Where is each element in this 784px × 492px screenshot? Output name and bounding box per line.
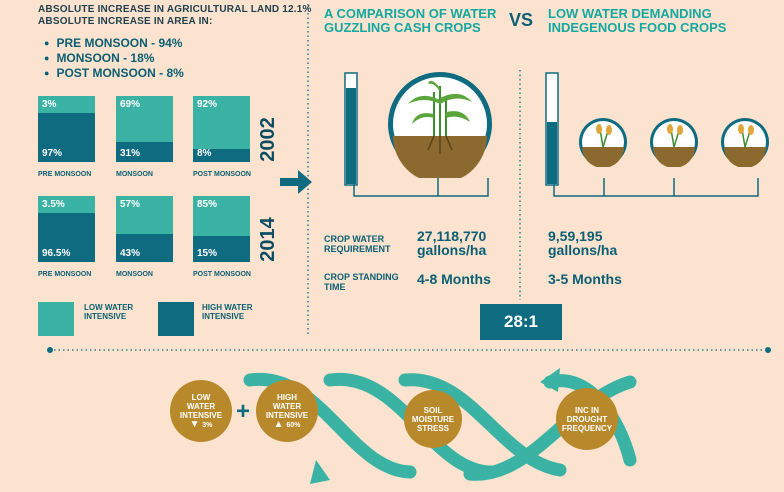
food-crop-bracket (553, 178, 759, 197)
food-req-value: 9,59,195 (548, 228, 603, 244)
bullet-post-monsoon: POST MONSOON - 8% (44, 66, 183, 80)
area-increase-heading: ABSOLUTE INCREASE IN AREA IN: (38, 16, 213, 27)
c4-l1: INC IN (575, 405, 599, 415)
low-intensive-circle: LOW WATER INTENSIVE ▼ 3% (170, 380, 232, 442)
grain-crop-icon (579, 118, 627, 167)
c3-l1: SOIL (423, 405, 443, 415)
box-low-part (193, 196, 250, 236)
c1-l1: LOW (191, 392, 211, 402)
legend-low-swatch (38, 302, 74, 336)
box-2014-pre-monsoon: 3.5% 96.5% (38, 196, 95, 262)
c3-l3: STRESS (416, 423, 449, 433)
arrow-up-icon: ▲ 60% (273, 418, 301, 430)
arrow-right-icon (280, 170, 312, 194)
box-2014-post-monsoon: 85% 15% (193, 196, 250, 262)
dotted-divider-horizontal (47, 347, 771, 353)
box-low-part (116, 196, 173, 234)
dotted-divider-mid (519, 70, 521, 300)
cash-req-unit: gallons/ha (417, 242, 487, 258)
box-bottom-value: 43% (120, 248, 141, 259)
box-2002-post-monsoon: 92% 8% (193, 96, 250, 162)
legend-high-swatch (158, 302, 194, 336)
box-top-value: 69% (120, 99, 141, 110)
legend-high-label: HIGH WATER INTENSIVE (202, 303, 253, 321)
box-2014-monsoon: 57% 43% (116, 196, 173, 262)
soil-moisture-circle: SOIL MOISTURE STRESS (404, 390, 462, 448)
box-2002-pre-monsoon: 3% 97% (38, 96, 95, 162)
box-bottom-value: 15% (197, 248, 218, 259)
c1-pct: 3% (202, 421, 213, 429)
caption-2014-pre-monsoon: PRE MONSOON (38, 271, 92, 278)
caption-2002-pre-monsoon: PRE MONSOON (38, 171, 92, 178)
water-req-label-2: REQUIREMENT (324, 244, 391, 254)
c2-l1: HIGH (277, 392, 297, 402)
box-bottom-value: 96.5% (42, 248, 71, 259)
cash-crop-title-1: A COMPARISON OF WATER (324, 6, 497, 21)
cash-req-value: 27,118,770 (417, 228, 487, 244)
bullet-monsoon: MONSOON - 18% (44, 51, 154, 65)
standing-time-label-1: CROP STANDING (324, 272, 399, 282)
c2-pct: 60% (286, 421, 301, 429)
box-2002-monsoon: 69% 31% (116, 96, 173, 162)
legend-low-label: LOW WATER INTENSIVE (84, 303, 134, 321)
vs-label: VS (509, 10, 534, 30)
box-top-value: 92% (197, 99, 218, 110)
caption-2014-post-monsoon: POST MONSOON (193, 271, 251, 278)
bullet-pre-monsoon: PRE MONSOON - 94% (44, 36, 182, 50)
c4-l2: DROUGHT (566, 414, 608, 424)
c1-l2: WATER (186, 401, 216, 411)
drought-frequency-circle: INC IN DROUGHT FREQUENCY (556, 388, 618, 450)
sugarcane-icon (388, 72, 492, 178)
food-crop-title-1: LOW WATER DEMANDING (548, 6, 712, 21)
c1-l3: INTENSIVE (179, 410, 223, 420)
food-req-unit: gallons/ha (548, 242, 618, 258)
food-time-value: 3-5 Months (548, 271, 622, 287)
cash-crop-title-2: GUZZLING CASH CROPS (324, 20, 481, 35)
caption-2002-post-monsoon: POST MONSOON (193, 171, 251, 178)
caption-2014-monsoon: MONSOON (116, 271, 153, 278)
ratio-value: 28:1 (503, 312, 539, 331)
box-top-value: 3% (42, 99, 57, 110)
box-top-value: 3.5% (42, 199, 65, 210)
dotted-divider-left (307, 4, 309, 334)
food-crop-title-2: INDEGENOUS FOOD CROPS (548, 20, 727, 35)
agri-land-increase: ABSOLUTE INCREASE IN AGRICULTURAL LAND 1… (38, 4, 312, 15)
box-bottom-value: 8% (197, 148, 212, 159)
grain-crop-icon (650, 118, 698, 167)
high-intensive-circle: HIGH WATER INTENSIVE ▲ 60% (256, 380, 318, 442)
cash-crop-bracket (353, 178, 489, 197)
box-top-value: 57% (120, 199, 141, 210)
box-bottom-value: 97% (42, 148, 63, 159)
grain-crop-icon (721, 118, 769, 167)
box-bottom-value: 31% (120, 148, 141, 159)
plus-sign: + (236, 398, 251, 425)
ratio-badge: 28:1 (480, 304, 562, 340)
c2-l2: WATER (272, 401, 302, 411)
c4-l3: FREQUENCY (561, 423, 613, 433)
box-low-part (38, 96, 95, 113)
box-low-part (193, 96, 250, 149)
year-2014: 2014 (256, 217, 279, 262)
c3-l2: MOISTURE (411, 414, 455, 424)
arrow-down-icon: ▼ 3% (189, 418, 213, 430)
water-req-label-1: CROP WATER (324, 234, 385, 244)
c2-l3: INTENSIVE (265, 410, 309, 420)
water-gauge-icon (344, 72, 358, 186)
cash-time-value: 4-8 Months (417, 271, 491, 287)
box-low-part (38, 196, 95, 213)
caption-2002-monsoon: MONSOON (116, 171, 153, 178)
box-top-value: 85% (197, 199, 218, 210)
box-low-part (116, 96, 173, 142)
year-2002: 2002 (256, 117, 279, 162)
standing-time-label-2: TIME (324, 282, 346, 292)
water-gauge-icon (545, 72, 559, 186)
